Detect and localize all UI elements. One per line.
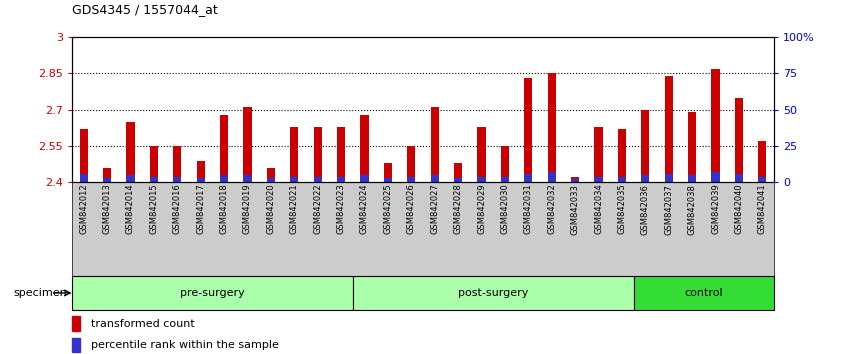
- Bar: [103, 168, 111, 182]
- Bar: [150, 146, 158, 182]
- Bar: [290, 177, 299, 182]
- Bar: [126, 122, 135, 182]
- Text: pre-surgery: pre-surgery: [180, 288, 244, 298]
- Bar: [501, 146, 509, 182]
- Bar: [618, 129, 626, 182]
- Bar: [173, 177, 181, 182]
- Bar: [266, 178, 275, 182]
- FancyBboxPatch shape: [353, 276, 634, 310]
- Bar: [337, 177, 345, 182]
- Bar: [525, 173, 532, 182]
- Text: transformed count: transformed count: [91, 319, 195, 329]
- Bar: [244, 107, 251, 182]
- Bar: [431, 107, 439, 182]
- Bar: [80, 129, 88, 182]
- Bar: [547, 73, 556, 182]
- Bar: [665, 173, 673, 182]
- Text: control: control: [684, 288, 723, 298]
- Bar: [220, 115, 228, 182]
- Bar: [360, 115, 369, 182]
- Text: GDS4345 / 1557044_at: GDS4345 / 1557044_at: [72, 3, 217, 16]
- Bar: [735, 98, 743, 182]
- Bar: [641, 175, 650, 182]
- Bar: [196, 160, 205, 182]
- Bar: [266, 168, 275, 182]
- Bar: [126, 175, 135, 182]
- Bar: [407, 177, 415, 182]
- Bar: [103, 178, 111, 182]
- Bar: [384, 178, 392, 182]
- Bar: [244, 175, 251, 182]
- Bar: [477, 177, 486, 182]
- Bar: [688, 112, 696, 182]
- Bar: [150, 177, 158, 182]
- Bar: [220, 175, 228, 182]
- Bar: [665, 76, 673, 182]
- Bar: [758, 177, 766, 182]
- Bar: [688, 175, 696, 182]
- FancyBboxPatch shape: [634, 276, 774, 310]
- Bar: [407, 146, 415, 182]
- Bar: [454, 163, 462, 182]
- Bar: [595, 177, 602, 182]
- Bar: [571, 179, 580, 182]
- Bar: [595, 127, 602, 182]
- Bar: [384, 163, 392, 182]
- Bar: [431, 175, 439, 182]
- Bar: [547, 172, 556, 182]
- Bar: [477, 127, 486, 182]
- Bar: [711, 172, 720, 182]
- Bar: [758, 141, 766, 182]
- Bar: [72, 316, 80, 331]
- Bar: [454, 178, 462, 182]
- Bar: [314, 177, 321, 182]
- Bar: [501, 177, 509, 182]
- Bar: [735, 173, 743, 182]
- Bar: [173, 146, 181, 182]
- Bar: [196, 178, 205, 182]
- Text: post-surgery: post-surgery: [458, 288, 529, 298]
- Bar: [337, 127, 345, 182]
- Bar: [711, 69, 720, 182]
- Bar: [314, 127, 321, 182]
- Bar: [571, 177, 580, 182]
- Bar: [72, 337, 80, 352]
- Bar: [360, 175, 369, 182]
- Bar: [641, 110, 650, 182]
- Text: percentile rank within the sample: percentile rank within the sample: [91, 340, 278, 350]
- Text: specimen: specimen: [13, 288, 67, 298]
- FancyBboxPatch shape: [72, 276, 353, 310]
- Bar: [290, 127, 299, 182]
- Bar: [80, 173, 88, 182]
- Bar: [618, 177, 626, 182]
- Bar: [525, 78, 532, 182]
